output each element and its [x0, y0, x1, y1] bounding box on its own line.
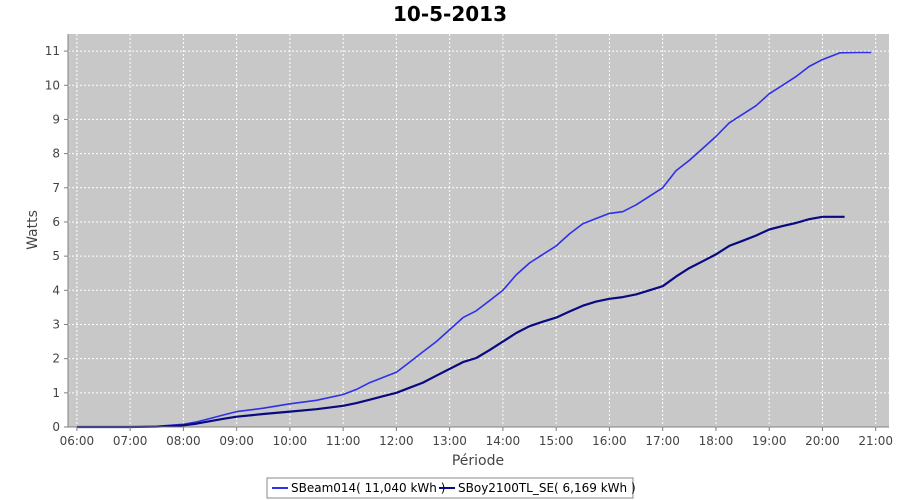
x-tick-label: 10:00 [273, 434, 308, 448]
x-tick-label: 18:00 [699, 434, 734, 448]
x-tick-label: 06:00 [60, 434, 95, 448]
plot-area [68, 34, 889, 427]
x-tick-label: 12:00 [379, 434, 414, 448]
x-tick-label: 09:00 [219, 434, 254, 448]
y-tick-label: 5 [52, 249, 60, 263]
x-tick-label: 17:00 [645, 434, 680, 448]
y-tick-label: 11 [45, 44, 60, 58]
x-tick-label: 21:00 [858, 434, 893, 448]
y-tick-label: 0 [52, 420, 60, 434]
legend-label-sboy: SBoy2100TL_SE( 6,169 kWh ) [458, 481, 636, 495]
series-layer [76, 51, 872, 429]
x-tick-label: 11:00 [326, 434, 361, 448]
x-tick-label: 08:00 [166, 434, 201, 448]
x-tick-label: 19:00 [752, 434, 787, 448]
y-tick-label: 1 [52, 386, 60, 400]
y-tick-label: 6 [52, 215, 60, 229]
y-tick-label: 10 [45, 78, 60, 92]
x-tick-label: 13:00 [432, 434, 467, 448]
x-axis-ticks: 06:00 07:00 08:00 09:00 10:00 11:00 12:00 13:00… [60, 427, 893, 448]
series-line-1 [76, 215, 845, 429]
x-tick-label: 15:00 [539, 434, 574, 448]
x-tick-label: 07:00 [113, 434, 148, 448]
x-axis-label: Période [452, 453, 504, 469]
y-tick-label: 8 [52, 147, 60, 161]
series-line-0 [76, 51, 872, 428]
y-tick-label: 7 [52, 181, 60, 195]
y-axis-ticks: 0 1 2 3 4 5 6 7 8 9 10 11 [45, 44, 68, 434]
x-tick-label: 20:00 [805, 434, 840, 448]
y-axis-label: Watts [25, 210, 41, 250]
chart-title: 10-5-2013 [393, 2, 507, 26]
legend-label-sbeam: SBeam014( 11,040 kWh ) [291, 481, 445, 495]
x-tick-label: 14:00 [486, 434, 521, 448]
x-tick-label: 16:00 [592, 434, 627, 448]
y-tick-label: 9 [52, 112, 60, 126]
y-tick-label: 2 [52, 352, 60, 366]
y-tick-label: 3 [52, 317, 60, 331]
y-tick-label: 4 [52, 283, 60, 297]
